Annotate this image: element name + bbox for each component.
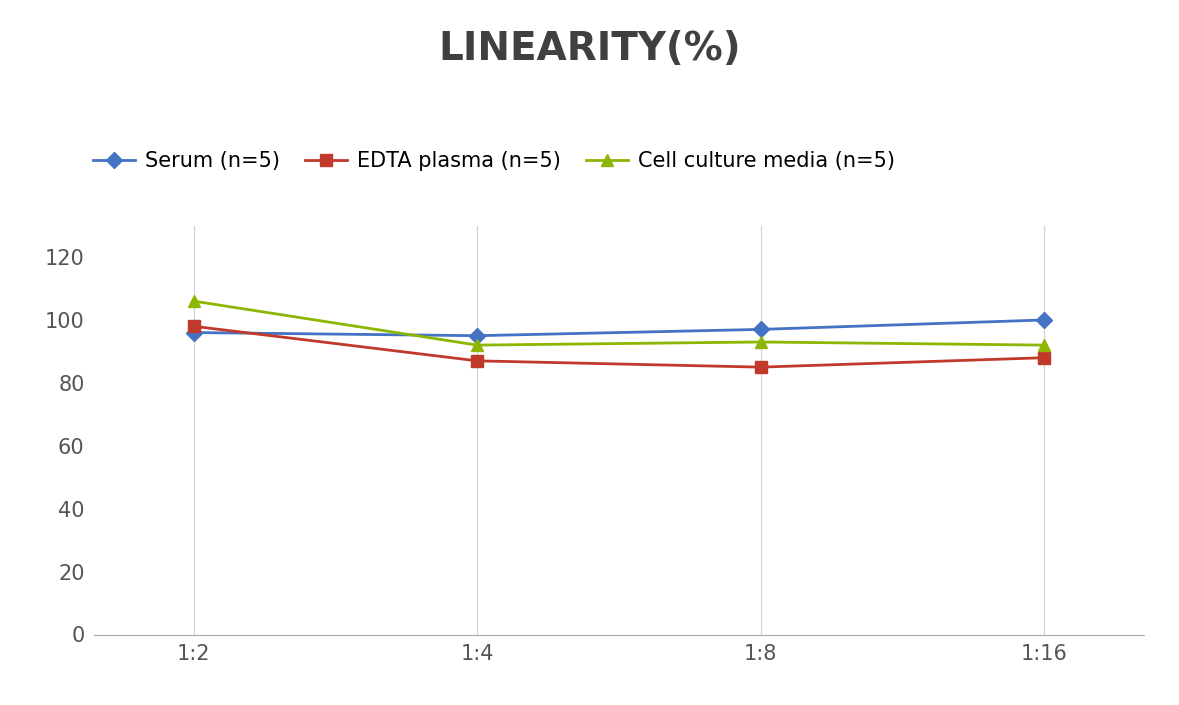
EDTA plasma (n=5) bbox=[753, 363, 768, 372]
Cell culture media (n=5) bbox=[186, 297, 200, 305]
Cell culture media (n=5) bbox=[470, 341, 485, 350]
Cell culture media (n=5) bbox=[1038, 341, 1052, 350]
Cell culture media (n=5) bbox=[753, 338, 768, 346]
Serum (n=5) bbox=[753, 325, 768, 333]
Text: LINEARITY(%): LINEARITY(%) bbox=[439, 30, 740, 68]
Serum (n=5) bbox=[1038, 316, 1052, 324]
Line: Serum (n=5): Serum (n=5) bbox=[187, 314, 1050, 341]
EDTA plasma (n=5) bbox=[186, 322, 200, 331]
EDTA plasma (n=5) bbox=[470, 357, 485, 365]
Line: Cell culture media (n=5): Cell culture media (n=5) bbox=[187, 295, 1050, 351]
Line: EDTA plasma (n=5): EDTA plasma (n=5) bbox=[187, 321, 1050, 373]
Legend: Serum (n=5), EDTA plasma (n=5), Cell culture media (n=5): Serum (n=5), EDTA plasma (n=5), Cell cul… bbox=[93, 152, 895, 171]
Serum (n=5) bbox=[186, 329, 200, 337]
Serum (n=5) bbox=[470, 331, 485, 340]
EDTA plasma (n=5) bbox=[1038, 353, 1052, 362]
